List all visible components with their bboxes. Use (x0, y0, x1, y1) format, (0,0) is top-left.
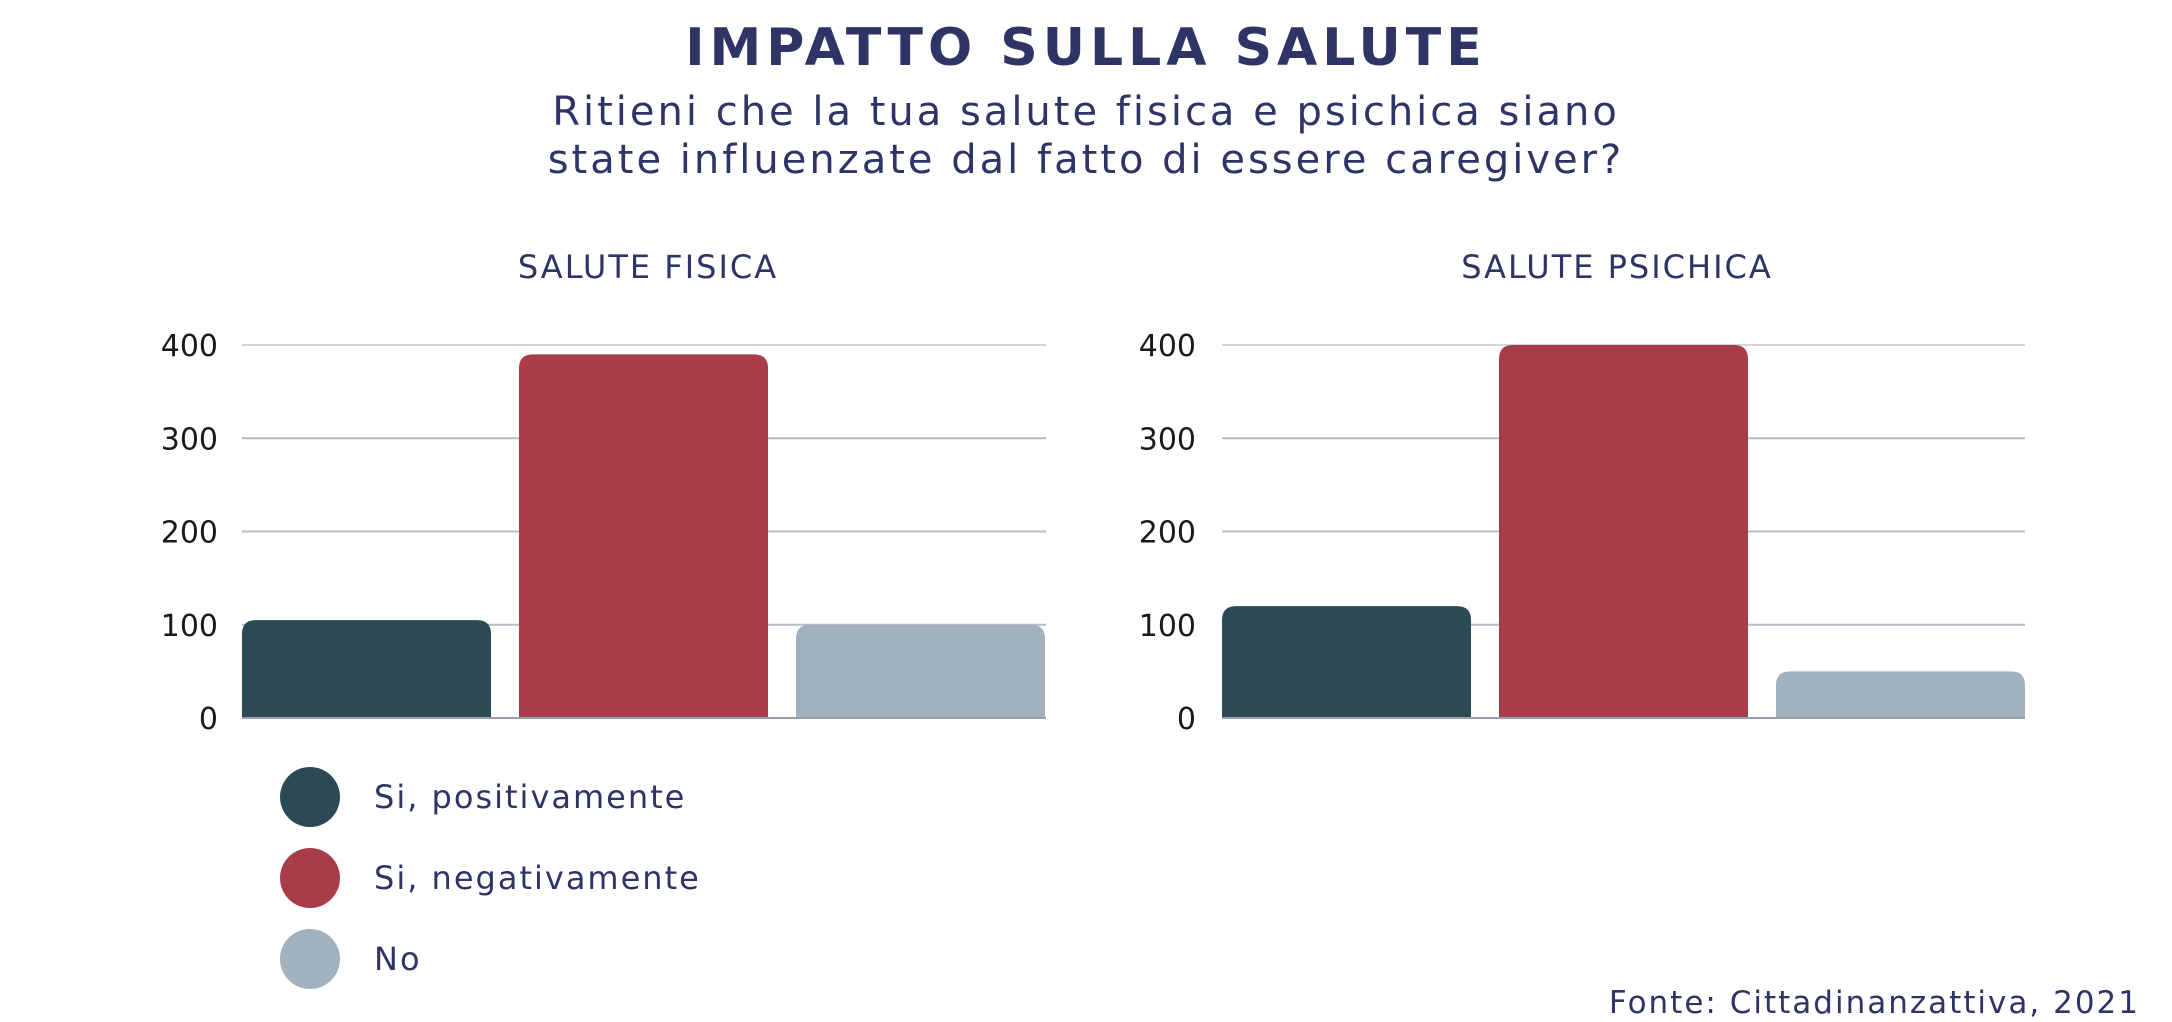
legend-label-no: No (374, 940, 422, 978)
y-tick-label-fisica-300: 300 (161, 422, 218, 457)
y-tick-label-psichica-100: 100 (1139, 609, 1196, 644)
legend-label-positive: Si, positivamente (374, 778, 687, 816)
y-tick-label-psichica-0: 0 (1177, 702, 1196, 737)
y-tick-label-fisica-100: 100 (161, 609, 218, 644)
source-note: Fonte: Cittadinanzattiva, 2021 (1608, 985, 2140, 1021)
legend-label-negative: Si, negativamente (374, 859, 701, 897)
bar-psichica-no (1776, 671, 2025, 718)
subtitle-line-1: Ritieni che la tua salute fisica e psich… (552, 89, 1620, 135)
legend-item-negative: Si, negativamente (280, 848, 701, 908)
legend-swatch-positive (280, 767, 340, 827)
y-tick-label-psichica-300: 300 (1139, 422, 1196, 457)
page-title: IMPATTO SULLA SALUTE (685, 18, 1487, 78)
page-subtitle: Ritieni che la tua salute fisica e psich… (0, 88, 2172, 184)
bar-fisica-negative (519, 354, 768, 718)
legend-item-no: No (280, 929, 701, 989)
y-tick-label-fisica-200: 200 (161, 516, 218, 551)
bar-psichica-positive (1222, 606, 1471, 718)
legend-item-positive: Si, positivamente (280, 767, 701, 827)
subtitle-line-2: state influenzate dal fatto di essere ca… (547, 137, 1625, 183)
y-tick-label-psichica-400: 400 (1139, 329, 1196, 364)
chart-title-psichica: SALUTE PSICHICA (1461, 248, 1773, 286)
legend-swatch-negative (280, 848, 340, 908)
legend-swatch-no (280, 929, 340, 989)
chart-title-fisica: SALUTE FISICA (518, 248, 778, 286)
bar-fisica-positive (242, 620, 491, 718)
y-tick-label-psichica-200: 200 (1139, 516, 1196, 551)
y-tick-label-fisica-0: 0 (199, 702, 218, 737)
y-tick-label-fisica-400: 400 (161, 329, 218, 364)
bar-fisica-no (796, 624, 1045, 718)
legend: Si, positivamente Si, negativamente No (280, 767, 701, 1011)
bar-psichica-negative (1499, 345, 1748, 718)
